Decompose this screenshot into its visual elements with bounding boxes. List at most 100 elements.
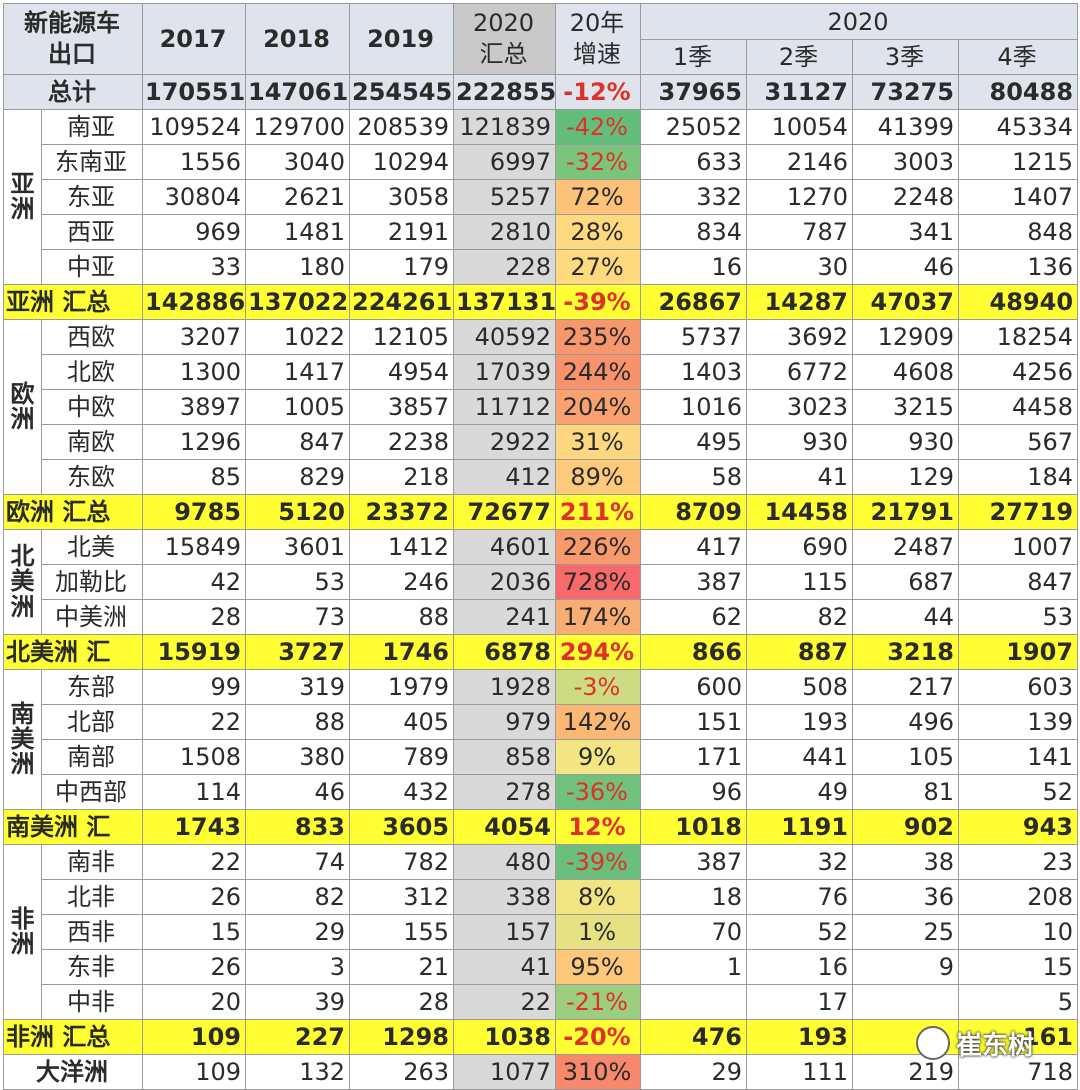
- value-cell-q3: 687: [852, 564, 959, 600]
- value-cell-y2020: 1038: [453, 1019, 556, 1055]
- oceania-label: 大洋洲: [3, 1054, 143, 1090]
- growth-cell: 1%: [555, 914, 641, 950]
- value-cell-y2019: 28: [349, 984, 454, 1020]
- table-row: 东非 26 3 21 41 95% 1 16 9 15: [4, 949, 1079, 985]
- value-cell-q2: 930: [746, 424, 853, 460]
- value-cell-q1: 37965: [640, 74, 747, 110]
- growth-cell: 27%: [555, 249, 641, 285]
- year-2018-header: 2018: [245, 3, 350, 75]
- value-cell-y2017: 42: [142, 564, 246, 600]
- value-cell-y2020: 11712: [453, 389, 556, 425]
- table-row: 加勒比 42 53 246 2036 728% 387 115 687 847: [4, 564, 1079, 600]
- growth-cell: 235%: [555, 319, 641, 355]
- value-cell-q4: 80488: [957, 74, 1079, 110]
- corner-label: 新能源车 出口: [3, 3, 143, 75]
- subtotal-label: 亚洲 汇总: [3, 284, 143, 320]
- value-cell-y2017: 1300: [142, 354, 246, 390]
- table-row: 北非 26 82 312 338 8% 18 76 36 208: [4, 879, 1079, 915]
- value-cell-y2018: 147061: [245, 74, 350, 110]
- value-cell-y2019: 3857: [349, 389, 454, 425]
- region-label: 加勒比: [41, 564, 143, 600]
- value-cell-y2018: 180: [245, 249, 350, 285]
- value-cell-q2: 1270: [746, 179, 853, 215]
- value-cell-q4: 45334: [957, 109, 1079, 145]
- value-cell-q1: 5737: [640, 319, 747, 355]
- value-cell-q1: 171: [640, 739, 747, 775]
- value-cell-y2020: 121839: [453, 109, 556, 145]
- value-cell-y2018: 74: [245, 844, 350, 880]
- value-cell-q2: 1191: [746, 809, 853, 845]
- growth-cell: 244%: [555, 354, 641, 390]
- value-cell-q1: 476: [640, 1019, 747, 1055]
- value-cell-y2018: 53: [245, 564, 350, 600]
- table-body: 新能源车 出口 2017 2018 2019 2020 汇总 20年 增速 20…: [3, 3, 1079, 1090]
- value-cell-y2018: 380: [245, 739, 350, 775]
- value-cell-y2017: 1743: [142, 809, 246, 845]
- growth-header: 20年 增速: [555, 3, 641, 75]
- value-cell-y2017: 33: [142, 249, 246, 285]
- value-cell-y2020: 858: [453, 739, 556, 775]
- value-cell-y2020: 222855: [453, 74, 556, 110]
- table-row: 非 洲南非 22 74 782 480 -39% 387 32 38 23: [3, 844, 1079, 1020]
- value-cell-y2019: 12105: [349, 319, 454, 355]
- region-label: 西非: [41, 914, 143, 950]
- value-cell-y2019: 263: [349, 1054, 454, 1090]
- value-cell-q4: 4458: [957, 389, 1079, 425]
- value-cell-q2: 30: [746, 249, 853, 285]
- growth-cell: -36%: [555, 774, 641, 810]
- value-cell-q3: 41399: [852, 109, 959, 145]
- growth-cell: -12%: [555, 74, 641, 110]
- region-label: 西亚: [41, 214, 143, 250]
- value-cell-y2020: 2036: [453, 564, 556, 600]
- value-cell-q3: 25: [852, 914, 959, 950]
- region-label: 中亚: [41, 249, 143, 285]
- growth-cell: 9%: [555, 739, 641, 775]
- value-cell-q4: 1007: [957, 529, 1079, 565]
- region-label: 南非: [41, 844, 143, 880]
- value-cell-q1: 8709: [640, 494, 747, 530]
- value-cell-y2017: 85: [142, 459, 246, 495]
- value-cell-q3: 129: [852, 459, 959, 495]
- table-row: 中西部 114 46 432 278 -36% 96 49 81 52: [4, 774, 1079, 810]
- growth-cell: -21%: [555, 984, 641, 1020]
- value-cell-q1: 16: [640, 249, 747, 285]
- sum-2020-header: 2020 汇总: [453, 3, 556, 75]
- value-cell-y2018: 829: [245, 459, 350, 495]
- value-cell-q4: 184: [957, 459, 1079, 495]
- value-cell-y2019: 1298: [349, 1019, 454, 1055]
- value-cell-y2018: 1005: [245, 389, 350, 425]
- value-cell-y2018: 2621: [245, 179, 350, 215]
- value-cell-q1: [640, 984, 747, 1020]
- export-table: 新能源车 出口 2017 2018 2019 2020 汇总 20年 增速 20…: [3, 3, 1079, 1090]
- value-cell-y2019: 2191: [349, 214, 454, 250]
- watermark: 崔东树: [916, 1026, 1034, 1061]
- value-cell-q1: 834: [640, 214, 747, 250]
- value-cell-q3: 217: [852, 669, 959, 705]
- value-cell-q4: 1407: [957, 179, 1079, 215]
- value-cell-q3: 3218: [852, 634, 959, 670]
- value-cell-q4: 23: [957, 844, 1079, 880]
- value-cell-q2: 10054: [746, 109, 853, 145]
- value-cell-q4: 53: [957, 599, 1079, 635]
- value-cell-y2018: 847: [245, 424, 350, 460]
- value-cell-q3: 930: [852, 424, 959, 460]
- subtotal-row: 南美洲 汇 1743 833 3605 4054 12% 1018 1191 902 943: [3, 809, 1079, 845]
- value-cell-q4: 847: [957, 564, 1079, 600]
- value-cell-y2020: 72677: [453, 494, 556, 530]
- year-2019-header: 2019: [349, 3, 454, 75]
- subtotal-row: 欧洲 汇总 9785 5120 23372 72677 211% 8709 14458 2179…: [3, 494, 1079, 530]
- region-label: 南欧: [41, 424, 143, 460]
- value-cell-y2017: 170551: [142, 74, 246, 110]
- growth-cell: 226%: [555, 529, 641, 565]
- value-cell-y2018: 39: [245, 984, 350, 1020]
- value-cell-q1: 1016: [640, 389, 747, 425]
- region-label: 南部: [41, 739, 143, 775]
- value-cell-q4: 567: [957, 424, 1079, 460]
- region-label: 东部: [41, 669, 143, 705]
- value-cell-q4: 141: [957, 739, 1079, 775]
- value-cell-y2019: 179: [349, 249, 454, 285]
- value-cell-q1: 417: [640, 529, 747, 565]
- value-cell-y2018: 88: [245, 704, 350, 740]
- region-label: 北部: [41, 704, 143, 740]
- table-row: 中美洲 28 73 88 241 174% 62 82 44 53: [4, 599, 1079, 635]
